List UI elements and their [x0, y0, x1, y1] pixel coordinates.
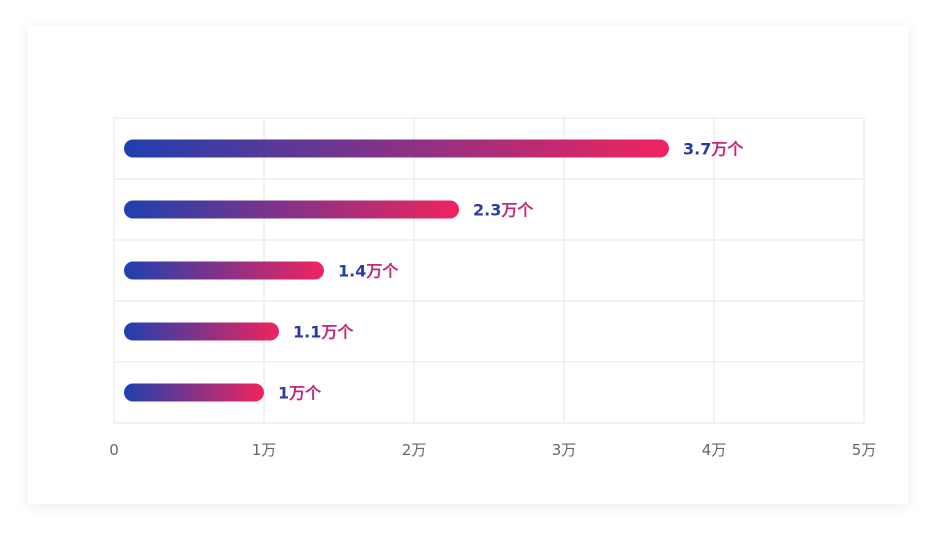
- chart-card: 3.7万个 2.3万个 1.4万个 1.1万个 1万个 0 1万 2万 3万 4万 5万: [28, 26, 908, 504]
- data-label: 2.3万个: [473, 201, 534, 220]
- data-label: 1.4万个: [338, 262, 399, 281]
- bar: [124, 322, 279, 341]
- bar-chart: 3.7万个 2.3万个 1.4万个 1.1万个 1万个 0 1万 2万 3万 4万 5万: [109, 117, 876, 459]
- x-tick-label: 5万: [852, 441, 877, 459]
- bar: [124, 200, 459, 219]
- grid: [113, 117, 865, 424]
- bar: [124, 139, 669, 158]
- x-tick-label: 3万: [552, 441, 577, 459]
- bar: [124, 261, 324, 280]
- data-label: 3.7万个: [683, 140, 744, 159]
- x-tick-label: 4万: [702, 441, 727, 459]
- x-tick-label: 1万: [252, 441, 277, 459]
- data-label: 1.1万个: [293, 323, 354, 342]
- plot-frame: [113, 117, 865, 424]
- data-label: 1万个: [278, 384, 322, 403]
- data-labels: 3.7万个 2.3万个 1.4万个 1.1万个 1万个: [278, 140, 744, 403]
- bar: [124, 383, 264, 402]
- x-axis-ticks: 0 1万 2万 3万 4万 5万: [109, 441, 876, 459]
- bars: [124, 139, 669, 402]
- x-tick-label: 2万: [402, 441, 427, 459]
- x-tick-label: 0: [109, 441, 119, 459]
